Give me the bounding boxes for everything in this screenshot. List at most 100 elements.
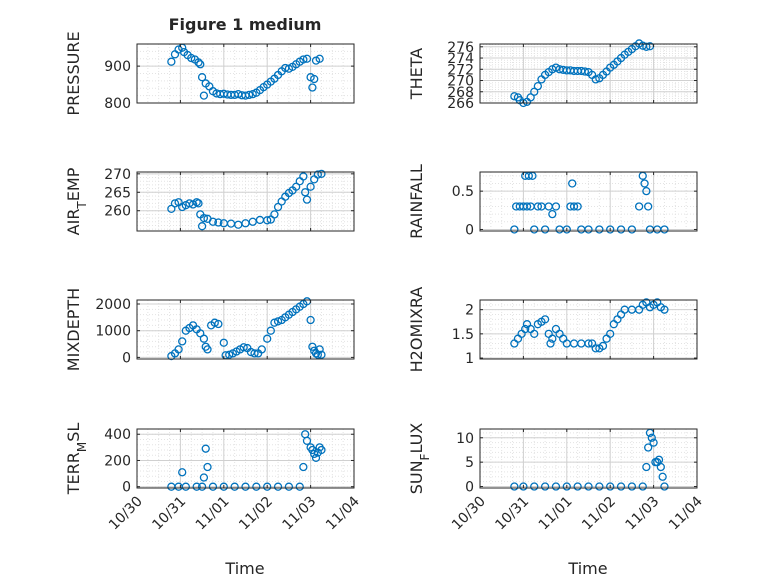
terr-msl-data-point — [208, 482, 218, 491]
mixdepth-y-tick-label: 2000 — [95, 297, 131, 313]
rainfall-data-point — [584, 225, 593, 234]
terr-msl-data-point — [181, 482, 190, 491]
mixdepth-y-tick-label: 0 — [122, 350, 131, 366]
x-axis-label-right: Time — [567, 559, 607, 578]
air-temp-data-point — [302, 195, 312, 204]
terr-msl-y-tick-label: 400 — [104, 427, 131, 443]
terr-msl-data-point — [295, 482, 304, 491]
air-temp-data-point — [197, 222, 207, 231]
pressure-data-point — [302, 54, 312, 63]
mixdepth-data-point — [219, 338, 228, 347]
h2omixra-y-tick-label: 1.5 — [452, 327, 474, 343]
terr-msl-data-point — [299, 462, 308, 472]
air-temp-data-point — [301, 188, 310, 197]
sun-flux-data-point — [656, 462, 665, 472]
pressure-y-tick-label: 800 — [104, 96, 131, 112]
theta-axes-box — [479, 43, 698, 104]
rainfall-data-point — [522, 202, 532, 211]
air-temp-data-point — [270, 210, 279, 219]
rainfall-data-point — [640, 179, 649, 188]
h2omixra-data-point — [540, 315, 550, 324]
sun-flux-data-point — [649, 438, 658, 447]
theta-y-axis-label: THETA — [407, 48, 426, 100]
terr-msl-axes-box — [136, 428, 355, 489]
theta-data-point — [526, 93, 535, 102]
sun-flux-data-point — [551, 482, 561, 491]
theta-data-point — [530, 87, 539, 96]
pressure-y-axis-label: PRESSURE — [64, 31, 83, 115]
h2omixra-data-point — [606, 329, 615, 339]
mixdepth-data-point — [174, 345, 183, 354]
sun-flux-data-point — [660, 482, 669, 491]
sun-flux-data-point — [584, 482, 593, 491]
rainfall-data-point — [540, 225, 550, 234]
mixdepth-data-point — [203, 345, 212, 354]
pressure-data-point — [197, 73, 207, 82]
terr-msl-y-axis-label: TERRMSL — [64, 423, 89, 496]
terr-msl-data-point — [310, 449, 319, 459]
rainfall-data-point — [533, 202, 543, 211]
rainfall-data-point — [634, 202, 644, 211]
mixdepth-data-point — [315, 345, 324, 354]
sun-flux-data-point — [519, 482, 528, 491]
rainfall-data-point — [568, 179, 577, 188]
air-temp-y-tick-label: 270 — [104, 167, 131, 183]
pressure-data-point — [299, 55, 308, 64]
sun-flux-data-point — [540, 482, 550, 491]
pressure-y-tick-label: 900 — [104, 59, 131, 75]
rainfall-data-point — [530, 225, 539, 234]
h2omixra-data-point — [660, 305, 669, 314]
air-temp-data-point — [199, 213, 209, 223]
mixdepth-data-point — [270, 318, 279, 327]
theta-data-point — [591, 75, 600, 84]
rainfall-y-tick-label: 0 — [465, 222, 474, 238]
sun-flux-data-point — [616, 482, 626, 491]
sun-flux-y-tick-label: 5 — [465, 455, 474, 471]
h2omixra-y-tick-label: 2 — [465, 303, 474, 319]
rainfall-data-point — [595, 225, 604, 234]
rainfall-data-point — [616, 225, 626, 234]
rainfall-data-point — [644, 202, 653, 211]
sun-flux-data-point — [654, 455, 664, 464]
h2omixra-data-point — [530, 329, 539, 339]
h2omixra-data-point — [546, 339, 555, 348]
terr-msl-data-point — [230, 482, 239, 491]
theta-data-point — [510, 92, 519, 101]
terr-msl-y-tick-label: 0 — [122, 480, 131, 496]
terr-msl-data-point — [284, 482, 294, 491]
mixdepth-data-point — [178, 337, 187, 346]
air-temp-data-point — [170, 199, 180, 208]
sun-flux-data-point — [562, 482, 571, 491]
x-axis-label-left: Time — [224, 559, 264, 578]
mixdepth-data-point — [266, 326, 275, 335]
theta-y-tick-label: 272 — [447, 62, 474, 78]
sun-flux-data-point — [658, 472, 667, 481]
air-temp-data-point — [194, 199, 203, 208]
air-temp-data-point — [317, 169, 326, 178]
theta-y-tick-label: 276 — [447, 40, 474, 56]
rainfall-y-tick-label: 0.5 — [452, 184, 474, 200]
air-temp-axes-box — [136, 171, 355, 232]
mixdepth-data-point — [313, 350, 322, 359]
mixdepth-data-point — [257, 345, 266, 354]
mixdepth-data-point — [210, 318, 219, 327]
rainfall-data-point — [548, 209, 557, 219]
terr-msl-data-point — [199, 473, 209, 482]
pressure-axes-box — [136, 43, 355, 104]
terr-msl-data-point — [311, 453, 321, 462]
air-temp-data-point — [214, 218, 223, 227]
mixdepth-data-point — [273, 317, 283, 326]
pressure-data-point — [308, 83, 317, 92]
terr-msl-data-point — [273, 482, 283, 491]
theta-data-point — [533, 81, 543, 91]
terr-msl-data-point — [201, 444, 210, 453]
terr-msl-data-point — [219, 482, 228, 491]
terr-msl-data-point — [192, 482, 201, 491]
h2omixra-axes-box — [479, 299, 698, 360]
terr-msl-data-point — [203, 462, 212, 472]
mixdepth-axes-box — [136, 299, 355, 360]
pressure-data-point — [196, 60, 205, 69]
theta-data-point — [580, 67, 590, 76]
terr-msl-data-point — [263, 482, 272, 491]
sun-flux-data-point — [644, 443, 653, 452]
